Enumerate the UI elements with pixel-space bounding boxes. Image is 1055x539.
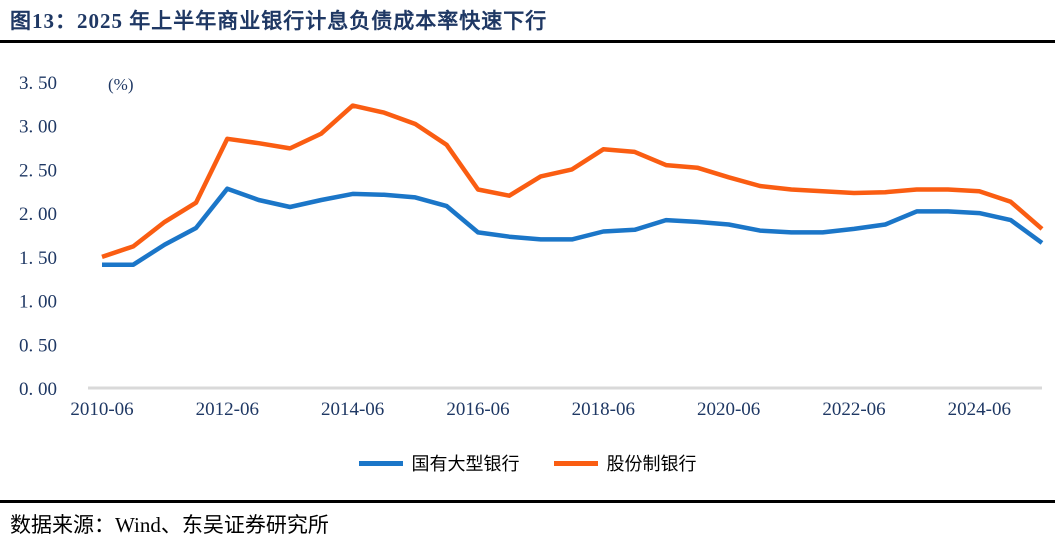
x-tick-label: 2014-06	[321, 399, 384, 420]
orange-line-swatch-icon	[553, 460, 598, 466]
y-tick-label: 0. 00	[19, 379, 57, 400]
chart-area: 0. 00 0. 50 1. 00 1. 50 2. 00 2. 50 3. 00 3. 50…	[0, 50, 1055, 445]
x-tick-label: 2016-06	[446, 399, 509, 420]
legend-item-state-owned-banks: 国有大型银行	[358, 450, 520, 476]
x-tick-label: 2020-06	[697, 399, 760, 420]
legend-label: 股份制银行	[606, 454, 697, 474]
y-tick-label: 0. 50	[19, 335, 57, 356]
y-tick-label: 1. 50	[19, 248, 57, 269]
x-tick-label: 2022-06	[822, 399, 885, 420]
chart-legend: 国有大型银行 股份制银行	[0, 450, 1055, 476]
figure-title: 图13：2025 年上半年商业银行计息负债成本率快速下行	[10, 9, 548, 33]
y-tick-label: 3. 00	[19, 117, 57, 138]
x-tick-label: 2024-06	[948, 399, 1011, 420]
line-chart: 0. 00 0. 50 1. 00 1. 50 2. 00 2. 50 3. 00 3. 50…	[19, 73, 1044, 420]
x-tick-label: 2012-06	[196, 399, 259, 420]
y-tick-label: 3. 50	[19, 73, 57, 94]
title-divider	[0, 40, 1055, 43]
blue-line-swatch-icon	[358, 460, 403, 466]
series-line-0	[102, 186, 1044, 267]
legend-label: 国有大型银行	[411, 454, 520, 474]
legend-item-joint-stock-banks: 股份制银行	[553, 450, 697, 476]
data-source: 数据来源：Wind、东吴证券研究所	[10, 513, 329, 537]
footer-divider	[0, 500, 1055, 503]
y-axis-unit-label: (%)	[108, 75, 133, 94]
y-tick-label: 1. 00	[19, 292, 57, 313]
y-tick-label: 2. 00	[19, 204, 57, 225]
y-tick-label: 2. 50	[19, 160, 57, 181]
x-tick-label: 2018-06	[572, 399, 635, 420]
x-tick-label: 2010-06	[70, 399, 133, 420]
series-line-1	[101, 103, 1044, 260]
